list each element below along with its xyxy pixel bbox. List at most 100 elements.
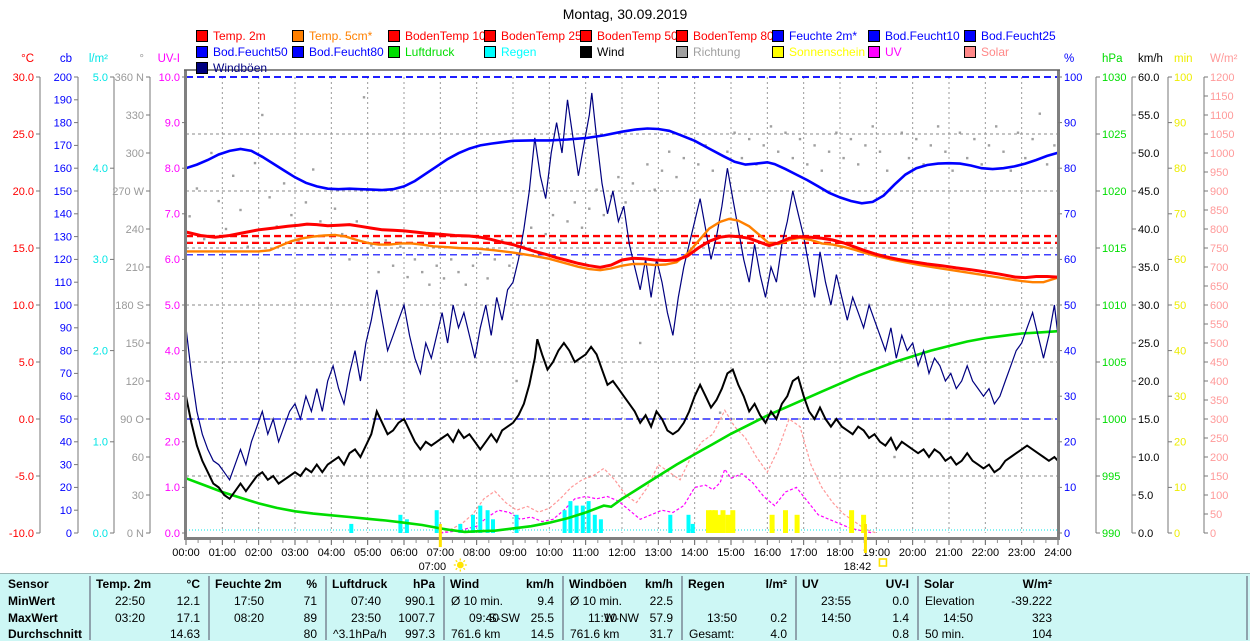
legend-item-luftdruck: Luftdruck [388, 45, 454, 59]
axis-tick-label: 50 [1210, 509, 1222, 521]
series-temp_2m [185, 222, 1059, 280]
legend-label: BodenTemp 25 [501, 28, 582, 43]
axis-tick-label: 160 [54, 163, 72, 175]
legend-item-feuchte-2m-: Feuchte 2m* [772, 29, 857, 43]
axis-tick-label: 995 [1102, 471, 1120, 483]
axis-header-%: % [1064, 53, 1074, 65]
x-axis-hour-label: 20:00 [899, 547, 927, 559]
axis-tick-label: 30.0 [13, 72, 34, 84]
axis-tick-label: 90 [1064, 117, 1076, 129]
axis-tick-label: 950 [1210, 167, 1228, 179]
legend: Temp. 2m Temp. 5cm* BodenTemp 10 BodenTemp … [0, 0, 1250, 78]
table-cell: 23:50 [351, 611, 382, 625]
legend-swatch-icon [580, 29, 592, 42]
axis-tick-label: 180 [54, 117, 72, 129]
table-cell: 9.4 [537, 594, 554, 608]
table-cell: Ø 10 min. [570, 594, 623, 608]
x-axis-hour-label: 01:00 [209, 547, 237, 559]
legend-label: Bod.Feucht80 [309, 44, 384, 59]
axis-tick-label: 170 [54, 140, 72, 152]
axis-tick-label: 360 N [115, 72, 144, 84]
axis-tick-label: 1000 [1102, 414, 1126, 426]
x-axis-hour-label: 08:00 [463, 547, 491, 559]
x-axis-hour-label: 24:00 [1044, 547, 1072, 559]
table-cell: 57.9 [649, 611, 673, 625]
table-cell: 14:50 [943, 611, 974, 625]
stats-table: Sensor MinWert MaxWert Durchschnitt Temp. 2m… [0, 573, 1250, 641]
legend-item-bod-feucht25: Bod.Feucht25 [964, 28, 1056, 43]
axis-tick-label: 35.0 [1138, 262, 1159, 274]
axis-tick-label: 120 [54, 254, 72, 266]
table-cell: 71 [303, 594, 317, 608]
table-cell: 07:40 [351, 594, 382, 608]
legend-swatch-icon [388, 29, 400, 42]
axis-tick-label: 40 [1174, 345, 1186, 357]
axis-tick-label: 30 [60, 459, 72, 471]
axis-header-hPa: hPa [1102, 53, 1123, 65]
legend-item-wind: Wind [580, 45, 624, 59]
axis-tick-label: 3.0 [165, 391, 180, 403]
axis-header-C: °C [21, 53, 34, 65]
axis-tick-label: 1150 [1210, 91, 1234, 103]
table-cell: 14.5 [530, 627, 554, 641]
axis-tick-label: 25.0 [1138, 338, 1159, 350]
axis-tick-label: 4.0 [93, 163, 108, 175]
table-cell: UV [802, 577, 819, 591]
legend-label: Regen [501, 44, 537, 59]
axis-tick-label: 9.0 [165, 117, 180, 129]
axis-tick-label: 10.0 [1138, 452, 1159, 464]
table-cell: Feuchte 2m [215, 577, 282, 591]
table-cell: 323 [1031, 611, 1052, 625]
axis-tick-label: 1015 [1102, 243, 1126, 255]
table-cell: Ø 10 min. [451, 594, 504, 608]
axis-tick-label: 2.0 [165, 437, 180, 449]
series-uv [440, 467, 873, 534]
table-cell: Wind [450, 577, 480, 591]
axis-tick-label: 15.0 [13, 243, 34, 255]
sunset-time: 18:42 [844, 561, 872, 573]
table-cell: km/h [644, 577, 673, 591]
axis-tick-label: 90 [60, 323, 72, 335]
axis-tick-label: 7.0 [165, 209, 180, 221]
legend-swatch-icon [676, 29, 688, 42]
legend-label: Bod.Feucht50 [213, 44, 288, 59]
legend-item-bod-feucht80: Bod.Feucht80 [292, 44, 384, 59]
axis-tick-label: 1030 [1102, 72, 1126, 84]
table-cell: Sensor [8, 577, 49, 591]
table-cell: 17:50 [234, 594, 265, 608]
axis-tick-label: 800 [1210, 224, 1228, 236]
axis-tick-label: 90 [1174, 117, 1186, 129]
table-cell: 25.5 [530, 611, 554, 625]
table-divider [681, 576, 683, 640]
axis-tick-label: 70 [1064, 209, 1076, 221]
axis-tick-label: 0 [1174, 528, 1180, 540]
axis-tick-label: 10 [1174, 482, 1186, 494]
x-axis-hour-label: 18:00 [826, 547, 854, 559]
table-cell: 03:20 [115, 611, 146, 625]
axis-tick-label: 50 [60, 414, 72, 426]
legend-label: Solar [981, 44, 1010, 59]
legend-label: BodenTemp 50 [597, 28, 678, 43]
table-divider [208, 576, 210, 640]
axis-tick-label: 60 [132, 452, 144, 464]
axis-tick-label: 1.0 [93, 437, 108, 449]
axis-tick-label: 60 [1064, 254, 1076, 266]
axis-tick-label: 5.0 [19, 357, 34, 369]
table-divider [1246, 576, 1248, 640]
legend-swatch-icon [292, 29, 304, 42]
table-cell: 31.7 [649, 627, 673, 641]
axis-tick-label: 700 [1210, 262, 1228, 274]
table-cell: 104 [1031, 627, 1052, 641]
axis-tick-label: 0 [66, 528, 72, 540]
x-axis-hour-label: 15:00 [717, 547, 745, 559]
x-axis-hour-label: 21:00 [935, 547, 963, 559]
x-axis-hour-label: 19:00 [863, 547, 891, 559]
axis-tick-label: 3.0 [93, 254, 108, 266]
legend-item-uv: UV [868, 45, 902, 59]
legend-swatch-icon [196, 61, 208, 74]
table-cell: 09:40 [469, 611, 500, 625]
axis-tick-label: 120 [126, 376, 144, 388]
table-cell: 23:55 [821, 594, 852, 608]
legend-label: Bod.Feucht25 [981, 28, 1056, 43]
series-wind [185, 338, 1059, 501]
